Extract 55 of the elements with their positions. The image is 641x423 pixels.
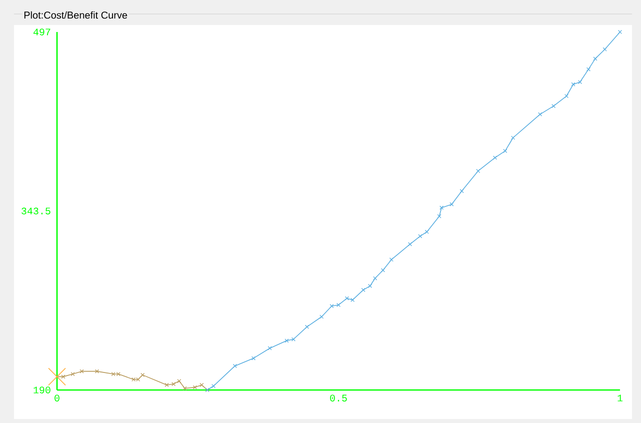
point <box>94 369 100 374</box>
point <box>571 82 576 86</box>
point <box>268 346 272 350</box>
point <box>368 284 372 288</box>
point <box>284 338 289 343</box>
point <box>336 302 341 308</box>
x-tick-label: 0.5 <box>330 394 347 402</box>
point <box>450 202 454 206</box>
point <box>182 386 187 390</box>
y-tick-label: 343.5 <box>22 208 50 214</box>
point <box>320 314 324 319</box>
point <box>492 156 498 160</box>
point <box>586 67 591 72</box>
chart-title: Plot:Cost/Benefit Curve <box>24 11 128 19</box>
point <box>172 382 176 386</box>
point <box>48 368 66 386</box>
x-tick-label: 0 <box>54 394 60 402</box>
point <box>538 112 542 116</box>
point <box>330 304 334 308</box>
point <box>440 206 444 210</box>
point <box>418 234 422 238</box>
point <box>61 374 66 379</box>
point <box>476 168 480 174</box>
point <box>192 385 197 390</box>
point <box>361 288 366 292</box>
point <box>291 337 296 342</box>
point <box>552 104 556 108</box>
point <box>350 298 355 302</box>
point <box>578 80 582 84</box>
y-tick-label: 497 <box>33 28 50 36</box>
point <box>200 382 204 387</box>
point <box>511 136 516 140</box>
point <box>344 296 349 300</box>
point <box>437 214 442 218</box>
point <box>564 94 569 98</box>
point <box>408 242 412 246</box>
point <box>460 189 464 194</box>
point <box>211 384 216 388</box>
point <box>373 276 378 280</box>
point <box>80 369 84 374</box>
point <box>602 47 607 52</box>
point <box>424 230 429 234</box>
point <box>251 356 256 360</box>
point <box>380 268 386 272</box>
point <box>304 324 310 329</box>
point <box>177 378 182 384</box>
x-tick-label: 1 <box>618 394 623 402</box>
point <box>593 56 598 61</box>
point <box>232 364 237 368</box>
point <box>503 148 508 153</box>
point <box>70 372 75 376</box>
point <box>164 382 169 387</box>
point <box>140 372 145 377</box>
y-tick-label: 190 <box>34 386 50 394</box>
point <box>389 258 394 262</box>
